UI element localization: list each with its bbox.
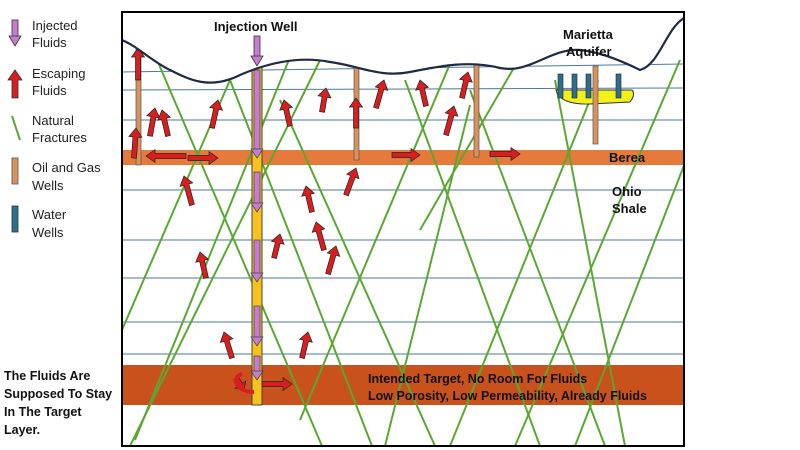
shale-label-line2: Shale [612,201,647,216]
ground-surface [122,17,684,84]
escaping-fluid-arrow [270,233,285,260]
escaping-fluid-arrow [261,376,293,392]
fracture-line [134,19,306,441]
diagram-border [121,11,685,447]
escaping-fluid-arrow [130,47,146,81]
injected-fluid-arrow [250,239,264,283]
escaping-fluid-arrow [145,148,187,164]
injected-fluid-arrow [250,69,264,159]
escaping-fluid-arrow [301,185,316,214]
escaping-fluid-arrow [317,87,332,113]
shale-label-line1: Ohio [612,184,642,199]
water-well-icon [11,205,19,233]
injected-fluid-arrow [250,355,264,381]
escaping-fluid-arrow [128,127,143,159]
escaping-arrow-icon [7,69,23,99]
legend-escaping-line2: Fluids [32,83,67,98]
legend-injected-line2: Fluids [32,35,67,50]
fracture-line [139,19,323,446]
legend-fractures-line1: Natural [32,113,74,128]
escaping-fluid-arrow [325,245,341,276]
fracture-line [449,79,599,446]
legend-oil-gas: Oil and Gas Wells [11,157,101,193]
escaping-fluid-arrow [157,109,172,138]
escaping-fluid-arrow [489,146,521,162]
aquifer-label-line1: Marietta [563,27,614,42]
escaping-fluid-arrow [343,167,360,197]
note-line1: The Fluids Are [4,369,90,383]
escaping-fluid-arrow [279,99,294,128]
escaping-fluid-arrow [187,150,219,166]
oil-gas-well [592,65,599,145]
injection-well-label: Injection Well [214,19,298,34]
fracture-line [514,59,681,446]
legend-water: Water Wells [11,205,67,240]
escaping-fluid-arrow [391,147,421,163]
escaping-fluid-arrow [311,221,327,252]
note-line4: Layer. [4,423,40,437]
berea-label: Berea [609,150,646,165]
legend-injected: Injected Fluids [8,18,78,50]
injected-fluid-arrows [250,69,264,381]
legend-injected-line1: Injected [32,18,78,33]
sky [122,12,684,83]
escaping-fluid-arrow [373,79,389,110]
fracture-line-icon [11,115,21,141]
note-line2: Supposed To Stay [4,387,112,401]
note-line3: In The Target [4,405,82,419]
escaping-fluid-arrow [209,99,224,129]
injected-fluid-arrow [250,171,264,213]
escaping-fluid-arrow [458,71,473,100]
escaping-fluid-arrow [348,97,364,129]
fracture-line [469,89,606,446]
escaping-fluid-arrow [146,107,161,137]
escaping-fluid-arrow [219,331,235,360]
legend-escaping: Escaping Fluids [7,66,85,99]
escaping-fluid-arrow [298,331,313,360]
water-well [557,73,564,99]
water-wells [557,73,622,99]
escaping-fluid-arrow [415,79,430,108]
fracture-line [279,99,436,446]
legend-fractures: Natural Fractures [11,113,87,145]
escaping-fluid-arrow [179,175,195,207]
water-well [585,73,592,99]
legend-water-line2: Wells [32,225,64,240]
injected-arrow-icon [11,19,19,39]
fracture-line [574,162,684,446]
legend-water-line1: Water [32,207,67,222]
escaping-fluid-arrow [195,251,210,280]
target-label-line2: Low Porosity, Low Permeability, Already … [368,389,647,403]
target-label-line1: Intended Target, No Room For Fluids [368,372,587,386]
target-note: The Fluids Are Supposed To Stay In The T… [4,369,112,437]
injection-surface-arrow [250,35,264,67]
water-well [615,73,622,99]
water-well [571,73,578,99]
escaping-fluid-arrow [443,105,459,137]
escaping-fluid-arrow [233,372,255,394]
fracture-line [404,79,541,446]
fracture-line [554,79,626,446]
legend-fractures-line2: Fractures [32,130,87,145]
oil-gas-well [473,63,480,158]
fracture-line [384,104,471,446]
legend: Injected Fluids Escaping Fluids Natural … [7,18,101,240]
fracture-line [129,39,331,446]
fracture-line [299,39,461,421]
injected-fluid-arrow [250,305,264,347]
legend-oil-gas-line1: Oil and Gas [32,160,101,175]
escaping-fluid-arrows [128,47,521,394]
oil-gas-well-icon [11,157,19,185]
legend-escaping-line1: Escaping [32,66,85,81]
legend-oil-gas-line2: Wells [32,178,64,193]
aquifer-label-line2: Aquifer [566,44,612,59]
